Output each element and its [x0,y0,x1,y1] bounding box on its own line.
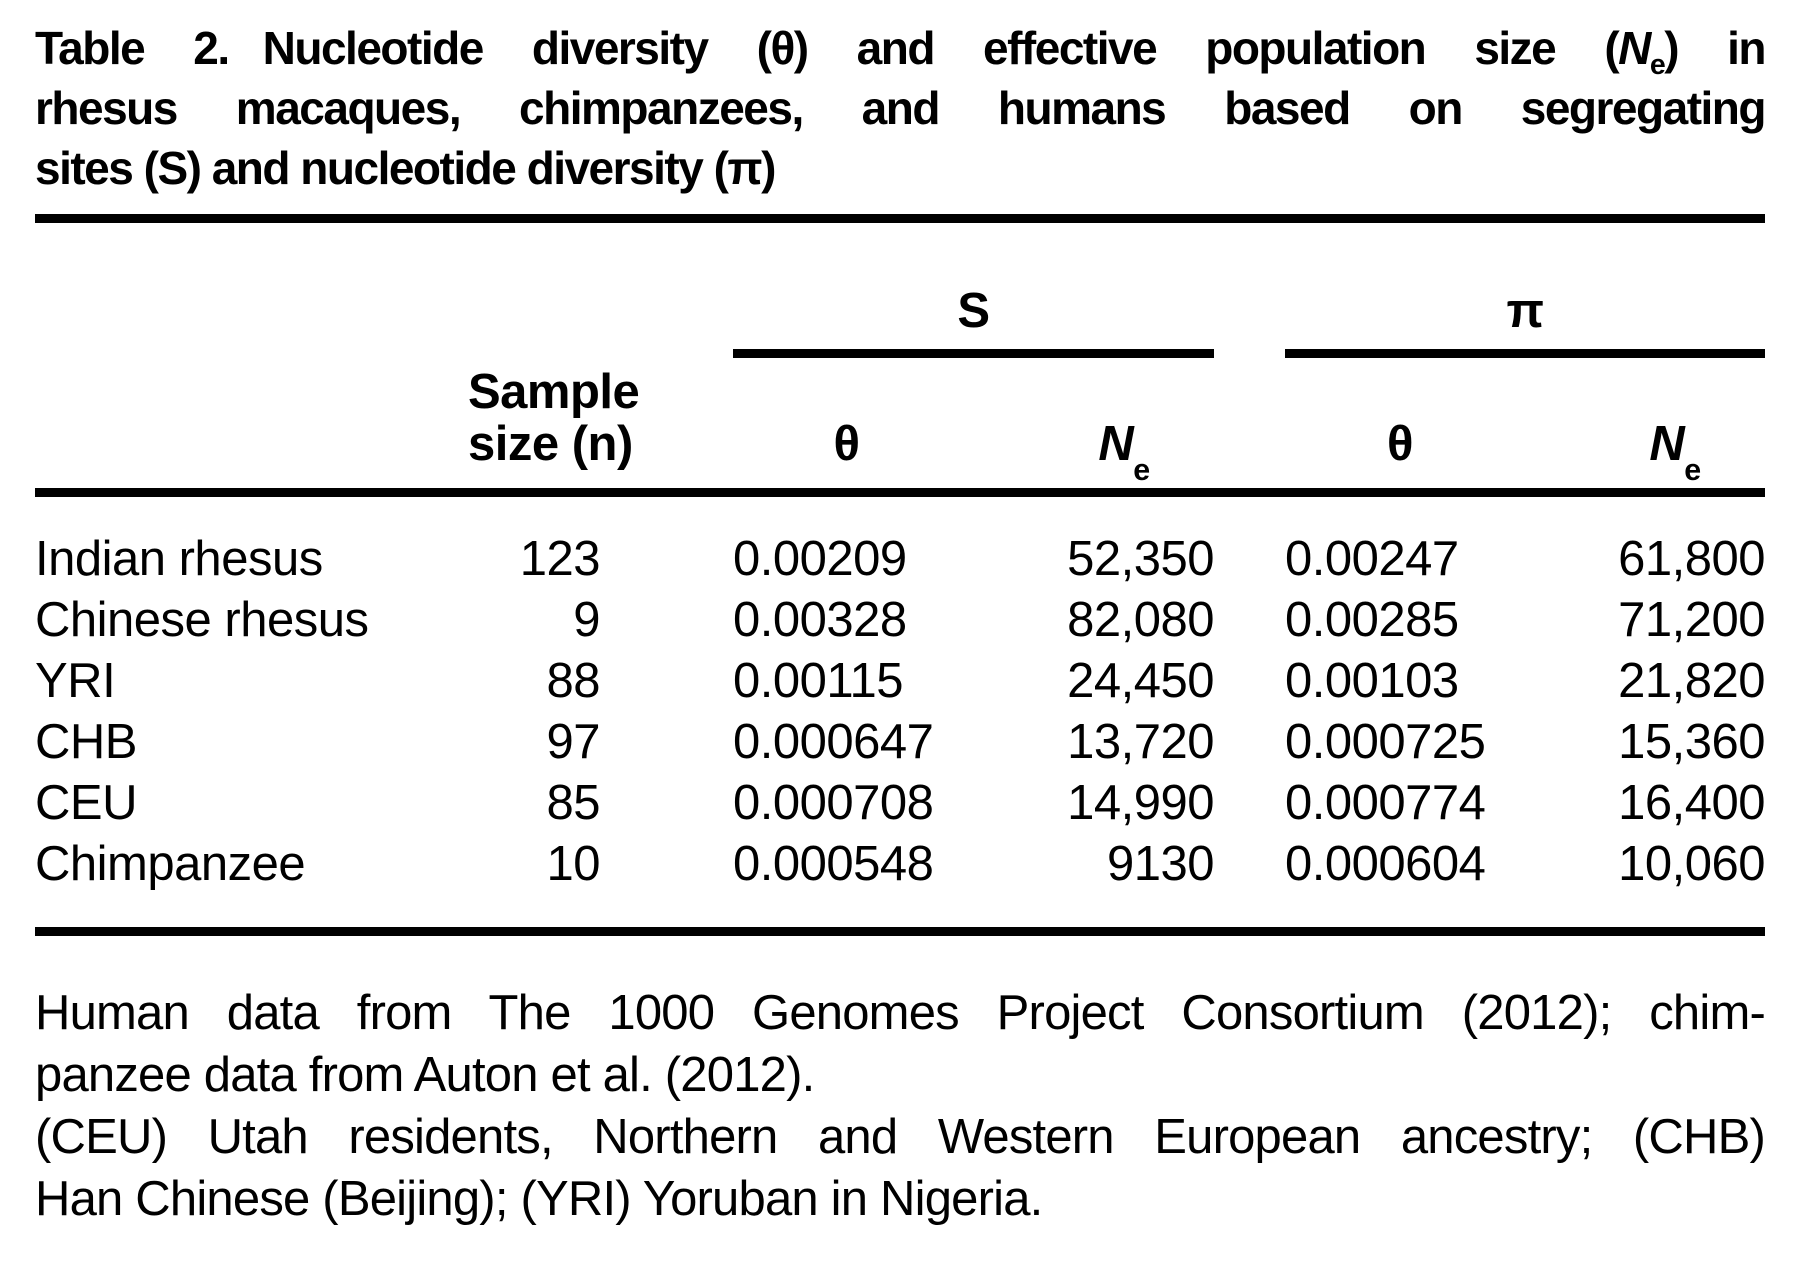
spanner-pi: π [1285,223,1765,358]
row-label: Chinese rhesus [35,593,369,647]
top-rule [35,214,1765,223]
cell-pi-theta: 0.000774 [1285,776,1486,830]
footnote-line-3: (CEU) Utah residents, Northern and Weste… [35,1110,1766,1164]
cell-s-theta: 0.00209 [733,532,907,586]
header-s-theta: θ [833,417,861,471]
cell-s-ne: 52,350 [1067,532,1214,586]
cell-pi-ne: 21,820 [1618,654,1765,708]
cell-s-theta: 0.000647 [733,715,934,769]
table-title-text-end: ) in [1664,22,1766,74]
table-title-line-2: rhesus macaques, chimpanzees, and humans… [35,82,1767,134]
ne-subscript: e [1649,49,1666,82]
cell-pi-theta: 0.00285 [1285,593,1459,647]
footnote-line-4: Han Chinese (Beijing); (YRI) Yoruban in … [35,1172,1043,1226]
footnote-line-1: Human data from The 1000 Genomes Project… [35,986,1766,1040]
header-sample-line-2: size (n) [468,417,633,471]
cell-s-theta: 0.000548 [733,837,934,891]
cell-s-ne: 24,450 [1067,654,1214,708]
bottom-rule [35,927,1765,936]
cell-pi-ne: 71,200 [1618,593,1765,647]
cell-n: 123 [519,532,601,586]
cell-s-theta: 0.000708 [733,776,934,830]
table-footnotes: Human data from The 1000 Genomes Project… [35,982,1766,1230]
spanner-s-rule [733,349,1214,358]
row-label: CEU [35,776,137,830]
spanner-s: S [733,223,1214,358]
table-title-line-3: sites (S) and nucleotide diversity (π) [35,142,776,194]
header-rule [35,488,1765,497]
cell-s-ne: 9130 [1106,837,1215,891]
cell-pi-theta: 0.000725 [1285,715,1486,769]
table-title-text: Nucleotide diversity (θ) and effective p… [262,22,1620,74]
row-label: Indian rhesus [35,532,323,586]
header-pi-theta: θ [1387,417,1414,471]
cell-s-ne: 82,080 [1067,593,1214,647]
cell-s-theta: 0.00115 [733,654,904,708]
table-title: Table 2. Nucleotide diversity (θ) and eff… [35,18,1767,198]
table-number-label: Table 2. [35,22,230,74]
footnote-line-2: panzee data from Auton et al. (2012). [35,1048,815,1102]
cell-n: 85 [546,776,600,830]
ne-symbol-italic: N [1649,417,1685,471]
cell-pi-ne: 10,060 [1618,837,1765,891]
row-label: YRI [35,654,116,708]
ne-symbol-italic: N [1618,22,1651,74]
cell-n: 88 [546,654,600,708]
cell-n: 10 [546,837,600,891]
cell-n: 9 [573,593,600,647]
cell-pi-ne: 16,400 [1618,776,1765,830]
header-sample-line-1: Sample [468,365,640,419]
row-label: Chimpanzee [35,837,306,891]
table-title-line-1: Table 2. Nucleotide diversity (θ) and eff… [35,18,1767,82]
cell-pi-ne: 61,800 [1618,532,1765,586]
ne-symbol-italic: N [1098,417,1134,471]
spanner-pi-rule [1285,349,1765,358]
spanner-pi-label: π [1506,284,1544,338]
cell-n: 97 [546,715,600,769]
cell-s-ne: 14,990 [1067,776,1214,830]
header-sample-size: Sample size (n) [430,365,640,471]
cell-pi-ne: 15,360 [1618,715,1765,769]
spanner-s-label: S [957,284,990,338]
row-label: CHB [35,715,137,769]
spanner-spacer [35,223,600,358]
cell-pi-theta: 0.00247 [1285,532,1459,586]
cell-pi-theta: 0.00103 [1285,654,1459,708]
cell-s-ne: 13,720 [1067,715,1214,769]
cell-s-theta: 0.00328 [733,593,907,647]
cell-pi-theta: 0.000604 [1285,837,1486,891]
